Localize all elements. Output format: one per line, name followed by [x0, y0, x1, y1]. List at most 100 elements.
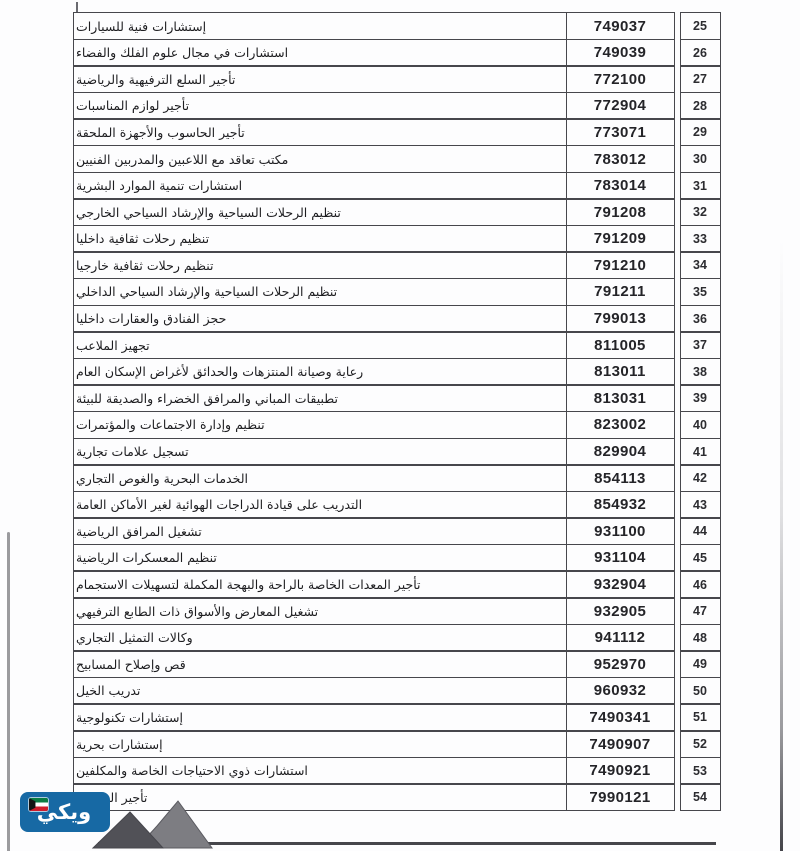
code-cell: 952970 [565, 650, 675, 679]
page-edge-line-right [780, 240, 783, 851]
activity-cell: تنظيم رحلات ثقافية خارجيا [73, 251, 567, 280]
code-cell: 823002 [565, 410, 675, 439]
table-row: إستشارات تكنولوجية 7490341 51 [73, 703, 722, 732]
code-cell: 749039 [565, 38, 675, 67]
row-number-cell: 35 [679, 277, 721, 307]
table-row: التدريب على قيادة الدراجات الهوائية لغير… [73, 490, 722, 519]
code-cell: 7990121 [565, 783, 675, 812]
code-cell: 772100 [565, 65, 675, 94]
code-cell: 813011 [565, 357, 675, 386]
activity-cell: تأجير السلع الترفيهية والرياضية [73, 65, 567, 94]
activity-cell: إستشارات بحرية [73, 730, 567, 759]
row-number-cell: 45 [679, 543, 721, 572]
activity-cell: تشغيل المرافق الرياضية [73, 517, 567, 546]
code-cell: 791211 [565, 277, 675, 307]
table-row: تأجير لوازم المناسبات 772904 28 [73, 91, 722, 120]
table-row: تطبيقات المباني والمرافق الخضراء والصديق… [73, 384, 722, 413]
code-cell: 7490341 [565, 703, 675, 732]
row-number-cell: 51 [679, 703, 721, 732]
activity-cell: حجز الفنادق والعقارات داخليا [73, 304, 567, 333]
table-row: استشارات في مجال علوم الفلك والفضاء 7490… [73, 38, 722, 67]
activity-cell: استشارات ذوي الاحتياجات الخاصة والمكلفين [73, 756, 567, 785]
activity-cell: التدريب على قيادة الدراجات الهوائية لغير… [73, 490, 567, 519]
table-row: وكالات التمثيل التجاري 941112 48 [73, 623, 722, 652]
code-cell: 7490921 [565, 756, 675, 785]
table-row: تنظيم الرحلات السياحية والإرشاد السياحي … [73, 277, 722, 307]
table-row: إستشارات بحرية 7490907 52 [73, 730, 722, 759]
table-row: تشغيل المعارض والأسواق ذات الطابع الترفي… [73, 597, 722, 626]
table-row: تسجيل علامات تجارية 829904 41 [73, 437, 722, 466]
activity-cell: تسجيل علامات تجارية [73, 437, 567, 466]
bottom-horizontal-rule [98, 842, 716, 845]
row-number-cell: 33 [679, 224, 721, 253]
row-number-cell: 43 [679, 490, 721, 519]
code-cell: 829904 [565, 437, 675, 466]
code-cell: 811005 [565, 331, 675, 360]
activity-cell: قص وإصلاح المسابيح [73, 650, 567, 679]
table-row: استشارات ذوي الاحتياجات الخاصة والمكلفين… [73, 756, 722, 785]
activity-cell: تجهيز الملاعب [73, 331, 567, 360]
table-row: قص وإصلاح المسابيح 952970 49 [73, 650, 722, 679]
table-row: تنظيم المعسكرات الرياضية 931104 45 [73, 543, 722, 572]
row-number-cell: 49 [679, 650, 721, 679]
code-cell: 931104 [565, 543, 675, 572]
activity-cell: وكالات التمثيل التجاري [73, 623, 567, 652]
activity-cell: رعاية وصيانة المنتزهات والحدائق لأغراض ا… [73, 357, 567, 386]
code-cell: 773071 [565, 118, 675, 147]
row-number-cell: 44 [679, 517, 721, 546]
row-number-cell: 38 [679, 357, 721, 386]
code-cell: 791210 [565, 251, 675, 280]
row-number-cell: 28 [679, 91, 721, 120]
row-number-cell: 50 [679, 676, 721, 705]
table-row: تنظيم وإدارة الاجتماعات والمؤتمرات 82300… [73, 410, 722, 439]
row-number-cell: 42 [679, 464, 721, 493]
code-cell: 932905 [565, 597, 675, 626]
row-number-cell: 31 [679, 171, 721, 200]
code-cell: 799013 [565, 304, 675, 333]
activity-cell: تأجير لوازم المناسبات [73, 91, 567, 120]
activities-table: إستشارات فنية للسيارات 749037 25 استشارا… [73, 12, 722, 812]
activity-cell: تطبيقات المباني والمرافق الخضراء والصديق… [73, 384, 567, 413]
row-number-cell: 54 [679, 783, 721, 812]
activity-cell: تأجير المعدات الخاصة بالراحة والبهجة الم… [73, 570, 567, 599]
code-cell: 854113 [565, 464, 675, 493]
row-number-cell: 32 [679, 198, 721, 227]
code-cell: 7490907 [565, 730, 675, 759]
code-cell: 854932 [565, 490, 675, 519]
row-number-cell: 48 [679, 623, 721, 652]
activity-cell: تنظيم رحلات ثقافية داخليا [73, 224, 567, 253]
code-cell: 932904 [565, 570, 675, 599]
activity-cell: تنظيم المعسكرات الرياضية [73, 543, 567, 572]
row-number-cell: 41 [679, 437, 721, 466]
activity-cell: تأجير الحاسوب والأجهزة الملحقة [73, 118, 567, 147]
row-number-cell: 37 [679, 331, 721, 360]
code-cell: 791208 [565, 198, 675, 227]
code-cell: 749037 [565, 12, 675, 41]
table-row: تأجير السلع الترفيهية والرياضية 772100 2… [73, 65, 722, 94]
activity-cell: الخدمات البحرية والغوص التجاري [73, 464, 567, 493]
table-row: تشغيل المرافق الرياضية 931100 44 [73, 517, 722, 546]
code-cell: 783014 [565, 171, 675, 200]
kuwait-flag-icon [29, 798, 48, 811]
table-row: مكتب تعاقد مع اللاعبين والمدربين الفنيين… [73, 144, 722, 174]
row-number-cell: 52 [679, 730, 721, 759]
table-row: تنظيم الرحلات السياحية والإرشاد السياحي … [73, 198, 722, 227]
code-cell: 772904 [565, 91, 675, 120]
scan-artifact-tick [76, 2, 78, 13]
code-cell: 783012 [565, 144, 675, 174]
activity-cell: إستشارات تكنولوجية [73, 703, 567, 732]
activity-cell: إستشارات فنية للسيارات [73, 12, 567, 41]
table-row: رعاية وصيانة المنتزهات والحدائق لأغراض ا… [73, 357, 722, 386]
row-number-cell: 27 [679, 65, 721, 94]
code-cell: 960932 [565, 676, 675, 705]
row-number-cell: 40 [679, 410, 721, 439]
row-number-cell: 39 [679, 384, 721, 413]
activity-cell: تشغيل المعارض والأسواق ذات الطابع الترفي… [73, 597, 567, 626]
table-row: تجهيز الملاعب 811005 37 [73, 331, 722, 360]
row-number-cell: 47 [679, 597, 721, 626]
table-row: حجز الفنادق والعقارات داخليا 799013 36 [73, 304, 722, 333]
row-number-cell: 29 [679, 118, 721, 147]
row-number-cell: 26 [679, 38, 721, 67]
row-number-cell: 30 [679, 144, 721, 174]
